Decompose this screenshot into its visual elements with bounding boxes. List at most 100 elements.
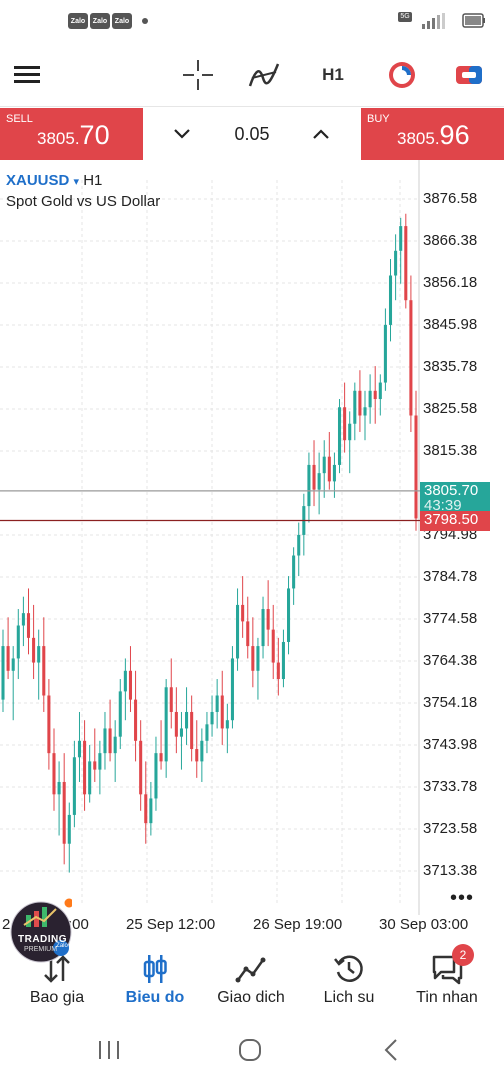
y-axis-label: 3845.98 [423,316,478,333]
indicators-button[interactable] [241,52,287,98]
candle-body [215,695,219,712]
candle-body [149,798,153,824]
sell-button[interactable]: SELL 3805.70 [0,108,143,160]
chart-toolbar: H1 [0,44,504,107]
candle-body [57,781,61,795]
zalo-notification-icon: Zalo [112,13,132,29]
battery-icon [462,13,485,28]
candle-body [11,658,15,671]
nav-label: Bao gia [29,989,85,1006]
timeframe-button[interactable]: H1 [310,52,356,98]
candle-body [236,604,240,659]
candlestick-series [1,213,418,873]
sell-price-prefix: 3805. [37,129,80,148]
y-axis-label: 3856.18 [423,274,478,291]
candle-body [378,382,382,400]
chevron-up-icon [313,129,329,139]
symbol-name[interactable]: XAUUSD [6,172,70,189]
candle-body [271,629,275,663]
status-bar: Zalo Zalo Zalo 5G [0,0,504,44]
lot-decrease-button[interactable] [169,121,195,147]
crosshair-button[interactable] [175,52,221,98]
nav-label: Bieu do [125,989,185,1006]
nav-trade[interactable]: Giao dich [201,935,301,1020]
y-axis-label: 3743.98 [423,736,478,753]
candle-body [205,724,209,741]
lot-size-value[interactable]: 0.05 [234,124,270,144]
candle-body [297,534,301,556]
candle-body [93,761,97,770]
back-button[interactable] [371,1034,411,1066]
signal-icon [422,13,445,29]
ask-price-tag: 3798.50 [420,511,490,531]
trade-panel-icon [456,66,482,84]
chart-canvas[interactable] [0,160,504,935]
candle-body [246,621,250,647]
chevron-down-icon [174,129,190,139]
more-options-icon[interactable]: ••• [450,887,475,909]
x-axis-label: 30 Sep 03:00 [379,916,469,933]
trading-premium-bubble[interactable]: TRADING PREMIUM Zalo [10,897,72,967]
y-axis-label: 3713.38 [423,862,478,879]
buy-price-prefix: 3805. [397,129,440,148]
candle-body [16,625,20,659]
symbol-dropdown-icon[interactable]: ▾ [73,176,80,188]
candle-body [343,407,347,441]
candle-body [169,687,173,712]
candle-body [388,275,393,325]
candle-body [26,613,31,638]
sell-label: SELL [6,113,33,125]
recent-apps-icon [99,1041,119,1059]
promo-line1: TRADING [18,934,68,945]
nav-chart[interactable]: Bieu do [105,935,205,1020]
candle-body [287,588,291,642]
candle-body [37,646,41,663]
candle-body [363,407,367,416]
one-click-trading-button[interactable] [379,52,425,98]
candle-body [230,658,234,721]
candle-body [220,695,224,729]
recent-apps-button[interactable] [89,1034,129,1066]
symbol-header[interactable]: XAUUSD ▾ H1 [6,172,102,189]
candle-body [312,464,316,490]
x-axis-label: 25 Sep 12:00 [126,916,216,933]
candle-body [52,753,56,795]
trade-bar: SELL 3805.70 0.05 BUY 3805.96 [0,108,504,160]
timeframe-label: H1 [322,65,344,84]
nav-history[interactable]: Lich su [299,935,399,1020]
system-navigation-bar [0,1020,504,1080]
buy-price-big: 96 [439,120,470,150]
home-button[interactable] [230,1034,270,1066]
candle-body [276,662,280,680]
candle-body [179,728,183,737]
nav-label: Tin nhan [416,989,478,1006]
nav-messages[interactable]: 2 Tin nhan [397,935,497,1020]
candle-body [123,670,127,692]
y-axis-label: 3723.58 [423,820,478,837]
candle-countdown: 43:39 [424,497,462,514]
buy-price: 3805.96 [397,120,470,151]
one-click-trading-icon [389,62,415,88]
menu-button[interactable] [4,52,50,98]
y-axis-label: 3825.58 [423,400,478,417]
candle-body [98,753,102,770]
price-chart[interactable]: XAUUSD ▾ H1 Spot Gold vs US Dollar 3876.… [0,160,504,935]
buy-button[interactable]: BUY 3805.96 [361,108,504,160]
trade-panel-button[interactable] [446,52,492,98]
nav-quotes[interactable]: Bao gia [7,935,107,1020]
candle-body [6,646,10,671]
x-axis-label: 2 [2,916,11,933]
candle-body [414,415,418,519]
candle-body [108,728,112,754]
candle-body [358,390,362,416]
candle-body [174,711,178,737]
candle-body [322,456,326,474]
candle-body [21,613,25,626]
candle-body [190,711,194,750]
back-icon [384,1039,397,1061]
candle-body [241,604,245,622]
lot-increase-button[interactable] [308,121,334,147]
candle-body [383,324,387,383]
candle-body [67,814,71,844]
candle-body [103,728,107,754]
